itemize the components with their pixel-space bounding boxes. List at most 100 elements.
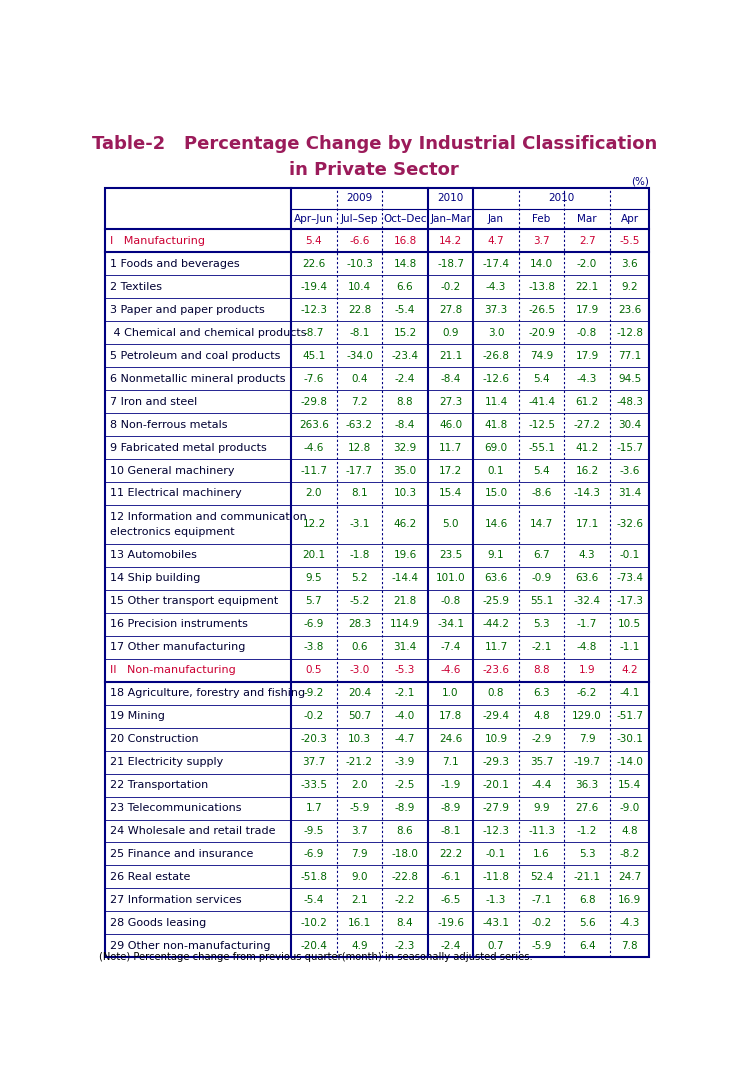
Text: -3.1: -3.1 xyxy=(349,519,369,530)
Text: 4.8: 4.8 xyxy=(621,826,638,836)
Text: 9.0: 9.0 xyxy=(351,872,368,882)
Text: 9 Fabricated metal products: 9 Fabricated metal products xyxy=(110,442,266,453)
Text: -29.8: -29.8 xyxy=(301,396,328,406)
Text: 24.6: 24.6 xyxy=(439,734,462,744)
Text: -20.3: -20.3 xyxy=(301,734,327,744)
Text: 23 Telecommunications: 23 Telecommunications xyxy=(110,803,242,813)
Text: 41.8: 41.8 xyxy=(485,419,507,430)
Text: 30.4: 30.4 xyxy=(618,419,641,430)
Text: -11.8: -11.8 xyxy=(483,872,510,882)
Text: -8.4: -8.4 xyxy=(440,374,461,383)
Text: in Private Sector: in Private Sector xyxy=(289,162,459,179)
Text: 15.0: 15.0 xyxy=(485,489,507,498)
Text: -34.1: -34.1 xyxy=(437,619,464,630)
Text: 2 Textiles: 2 Textiles xyxy=(110,281,162,292)
Text: -0.2: -0.2 xyxy=(304,711,324,721)
Text: 14.7: 14.7 xyxy=(530,519,553,530)
Text: 0.4: 0.4 xyxy=(351,374,368,383)
Text: 27.6: 27.6 xyxy=(575,803,599,813)
Text: 2.0: 2.0 xyxy=(351,780,368,791)
Text: -5.4: -5.4 xyxy=(304,895,324,905)
Text: 12 Information and communication: 12 Information and communication xyxy=(110,513,307,522)
Text: -22.8: -22.8 xyxy=(391,872,418,882)
Text: -21.1: -21.1 xyxy=(574,872,601,882)
Text: 15.4: 15.4 xyxy=(618,780,641,791)
Text: -8.1: -8.1 xyxy=(349,328,369,338)
Text: 1.6: 1.6 xyxy=(533,849,550,859)
Text: -2.1: -2.1 xyxy=(531,642,552,653)
Text: 2.1: 2.1 xyxy=(351,895,368,905)
Text: 77.1: 77.1 xyxy=(618,351,641,361)
Text: 63.6: 63.6 xyxy=(575,573,599,583)
Text: 0.1: 0.1 xyxy=(488,466,504,476)
Text: 12.8: 12.8 xyxy=(347,442,371,453)
Text: -10.3: -10.3 xyxy=(346,258,373,269)
Text: 2.0: 2.0 xyxy=(306,489,322,498)
Text: 22.2: 22.2 xyxy=(439,849,462,859)
Text: 37.3: 37.3 xyxy=(485,305,507,315)
Text: -4.6: -4.6 xyxy=(440,666,461,675)
Text: 10.9: 10.9 xyxy=(485,734,507,744)
Text: 3.0: 3.0 xyxy=(488,328,504,338)
Text: 22 Transportation: 22 Transportation xyxy=(110,780,208,791)
Text: -30.1: -30.1 xyxy=(616,734,643,744)
Text: 74.9: 74.9 xyxy=(530,351,553,361)
Text: 17.9: 17.9 xyxy=(575,305,599,315)
Text: 7.9: 7.9 xyxy=(351,849,368,859)
Text: 16.2: 16.2 xyxy=(575,466,599,476)
Text: 3.6: 3.6 xyxy=(621,258,638,269)
Text: Apr: Apr xyxy=(620,214,639,225)
Text: -26.5: -26.5 xyxy=(528,305,555,315)
Text: -12.6: -12.6 xyxy=(483,374,510,383)
Text: 3.7: 3.7 xyxy=(533,236,550,245)
Text: -6.9: -6.9 xyxy=(304,849,324,859)
Text: 52.4: 52.4 xyxy=(530,872,553,882)
Text: -43.1: -43.1 xyxy=(483,918,510,927)
Text: -12.8: -12.8 xyxy=(616,328,643,338)
Text: -4.7: -4.7 xyxy=(395,734,415,744)
Text: Oct–Dec: Oct–Dec xyxy=(383,214,427,225)
Text: 31.4: 31.4 xyxy=(393,642,417,653)
Text: 0.6: 0.6 xyxy=(351,642,368,653)
Text: 1 Foods and beverages: 1 Foods and beverages xyxy=(110,258,239,269)
Text: -4.3: -4.3 xyxy=(486,281,506,292)
Text: 8.1: 8.1 xyxy=(351,489,368,498)
Text: Feb: Feb xyxy=(532,214,550,225)
Text: -2.9: -2.9 xyxy=(531,734,552,744)
Text: 16.8: 16.8 xyxy=(393,236,417,245)
Text: -1.1: -1.1 xyxy=(619,642,639,653)
Text: 69.0: 69.0 xyxy=(485,442,507,453)
Text: -0.8: -0.8 xyxy=(577,328,597,338)
Text: 21.1: 21.1 xyxy=(439,351,462,361)
Text: -27.9: -27.9 xyxy=(483,803,510,813)
Text: 10.3: 10.3 xyxy=(393,489,417,498)
Text: 94.5: 94.5 xyxy=(618,374,641,383)
Text: 15.4: 15.4 xyxy=(439,489,462,498)
Text: -8.4: -8.4 xyxy=(395,419,415,430)
Text: -4.0: -4.0 xyxy=(395,711,415,721)
Text: 3.7: 3.7 xyxy=(351,826,368,836)
Text: -4.4: -4.4 xyxy=(531,780,552,791)
Text: 6 Nonmetallic mineral products: 6 Nonmetallic mineral products xyxy=(110,374,285,383)
Text: 27.3: 27.3 xyxy=(439,396,462,406)
Text: -8.6: -8.6 xyxy=(531,489,552,498)
Text: 10.3: 10.3 xyxy=(348,734,371,744)
Text: 19 Mining: 19 Mining xyxy=(110,711,165,721)
Text: -14.3: -14.3 xyxy=(574,489,601,498)
Text: I   Manufacturing: I Manufacturing xyxy=(110,236,205,245)
Text: -6.2: -6.2 xyxy=(577,689,597,698)
Text: -7.4: -7.4 xyxy=(440,642,461,653)
Text: (%): (%) xyxy=(631,177,649,187)
Text: 7.8: 7.8 xyxy=(621,940,638,951)
Text: 21 Electricity supply: 21 Electricity supply xyxy=(110,757,223,767)
Text: 45.1: 45.1 xyxy=(302,351,326,361)
Text: -19.7: -19.7 xyxy=(574,757,601,767)
Text: -2.1: -2.1 xyxy=(395,689,415,698)
Text: 7.1: 7.1 xyxy=(442,757,459,767)
Text: 6.3: 6.3 xyxy=(533,689,550,698)
Text: 21.8: 21.8 xyxy=(393,596,417,606)
Text: -18.0: -18.0 xyxy=(391,849,418,859)
Text: 63.6: 63.6 xyxy=(485,573,507,583)
Text: 129.0: 129.0 xyxy=(572,711,602,721)
Text: 17.8: 17.8 xyxy=(439,711,462,721)
